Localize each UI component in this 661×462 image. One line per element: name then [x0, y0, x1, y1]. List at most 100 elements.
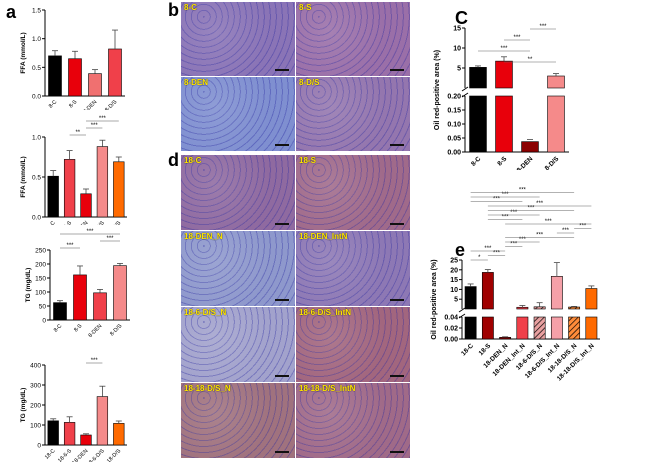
svg-text:18-DEN: 18-DEN [71, 220, 89, 225]
micrograph-label: 18-C [184, 156, 202, 165]
svg-text:***: *** [562, 228, 570, 234]
micrograph-tile: 18-C [181, 155, 295, 230]
scale-bar [275, 375, 289, 377]
svg-text:0.0: 0.0 [32, 94, 41, 101]
svg-text:0.10: 0.10 [447, 122, 461, 129]
svg-text:8-C: 8-C [53, 323, 64, 334]
scale-bar [275, 451, 289, 453]
svg-text:10: 10 [450, 287, 458, 294]
svg-text:FFA (mmol/L): FFA (mmol/L) [20, 156, 27, 197]
svg-text:50: 50 [39, 304, 47, 311]
svg-text:8-DEN: 8-DEN [87, 323, 103, 338]
svg-text:8-S: 8-S [68, 99, 79, 110]
svg-text:8-D/S: 8-D/S [104, 99, 118, 110]
micrograph-label: 18-S [299, 156, 316, 165]
micrograph-label: 8-S [299, 3, 312, 12]
micrograph-tile: 8-D/S [296, 77, 410, 151]
micrograph-tile: 8-DEN [181, 77, 295, 151]
svg-text:***: *** [106, 236, 114, 242]
micrograph-label: 18-18-D/S_N [184, 384, 231, 393]
chart-oil-red-18wk: 5 10 15 20 25 0.00 0.02 0.04 Oil red-positive ar… [431, 188, 600, 382]
svg-text:TG (mg/dL): TG (mg/dL) [25, 268, 32, 303]
svg-text:5: 5 [454, 297, 458, 304]
svg-text:TG (mg/dL): TG (mg/dL) [20, 388, 27, 423]
svg-text:***: *** [493, 251, 501, 257]
svg-text:***: *** [99, 116, 107, 122]
micrograph-tile: 8-C [181, 2, 295, 76]
svg-text:8-DEN: 8-DEN [82, 99, 98, 110]
micrograph-label: 8-C [184, 3, 197, 12]
svg-text:18-C: 18-C [44, 220, 57, 225]
svg-text:18-S: 18-S [478, 342, 493, 357]
svg-text:0.0: 0.0 [32, 215, 41, 222]
micrograph-label: 8-DEN [184, 78, 209, 87]
scale-bar [390, 299, 404, 301]
svg-text:Oil red-positive area (%): Oil red-positive area (%) [434, 50, 441, 130]
svg-text:100: 100 [30, 423, 41, 430]
svg-text:***: *** [91, 123, 99, 129]
scale-bar [390, 69, 404, 71]
micrograph-label: 18-6-D/S_N [184, 308, 227, 317]
svg-text:1.0: 1.0 [32, 135, 41, 142]
svg-text:18-C: 18-C [460, 342, 475, 357]
svg-text:***: *** [539, 24, 547, 30]
svg-text:**: ** [528, 57, 533, 63]
svg-text:8-S: 8-S [73, 323, 84, 334]
svg-text:18-6-S: 18-6-S [57, 220, 73, 225]
svg-text:8-D/S: 8-D/S [544, 155, 561, 170]
svg-text:***: *** [493, 197, 501, 203]
svg-text:20: 20 [450, 267, 458, 274]
scale-bar [275, 144, 289, 146]
svg-text:***: *** [579, 224, 587, 230]
panel-letter-e: e [455, 240, 466, 260]
svg-text:1.5: 1.5 [32, 8, 41, 15]
chart-ffa-8wk: 0.0 0.5 1.0 1.5 FFA (mmol/L) 8-C 8-S 8-DEN 8-D/S [20, 8, 125, 110]
svg-text:***: *** [502, 192, 510, 198]
svg-text:0.5: 0.5 [32, 65, 41, 72]
svg-text:0.5: 0.5 [32, 175, 41, 182]
micrograph-tile: 18-S [296, 155, 410, 230]
svg-text:8-C: 8-C [470, 155, 483, 168]
svg-text:18-C: 18-C [44, 448, 57, 461]
micrograph-tile: 18-6-D/S_IntN [296, 307, 410, 382]
scale-bar [390, 144, 404, 146]
svg-text:***: *** [519, 188, 527, 194]
svg-text:10: 10 [453, 46, 461, 53]
panel-letter-d: d [168, 150, 179, 170]
svg-text:***: *** [513, 35, 521, 41]
micrograph-tile: 18-18-D/S_IntN [296, 383, 410, 458]
svg-text:25: 25 [450, 258, 458, 265]
svg-text:***: *** [86, 229, 94, 235]
svg-text:400: 400 [30, 363, 41, 370]
micrograph-tile: 18-DEN_IntN [296, 231, 410, 306]
micrograph-label: 8-D/S [299, 78, 320, 87]
micrograph-tile: 18-18-D/S_N [181, 383, 295, 458]
micrograph-tile: 18-DEN_N [181, 231, 295, 306]
svg-text:0.04: 0.04 [444, 315, 458, 322]
micrograph-label: 18-DEN_N [184, 232, 223, 241]
scale-bar [390, 375, 404, 377]
svg-text:100: 100 [35, 290, 46, 297]
micrograph-label: 18-18-D/S_IntN [299, 384, 356, 393]
svg-text:***: *** [510, 210, 518, 216]
svg-text:0: 0 [42, 318, 46, 325]
scale-bar [390, 223, 404, 225]
svg-text:0.02: 0.02 [444, 326, 458, 333]
svg-text:0.00: 0.00 [444, 337, 458, 344]
svg-text:8-C: 8-C [48, 99, 59, 110]
svg-text:Oil red-positive area (%): Oil red-positive area (%) [431, 259, 438, 339]
svg-text:0.05: 0.05 [447, 136, 461, 143]
svg-text:200: 200 [30, 403, 41, 410]
scale-bar [275, 223, 289, 225]
svg-text:0: 0 [37, 443, 41, 450]
svg-text:***: *** [536, 233, 544, 239]
svg-text:***: *** [66, 243, 74, 249]
svg-text:18-18-D/S: 18-18-D/S [100, 448, 122, 462]
svg-text:15: 15 [450, 277, 458, 284]
scale-bar [275, 299, 289, 301]
panel-letter-c: C [455, 8, 468, 28]
svg-text:***: *** [502, 215, 510, 221]
svg-text:15: 15 [453, 26, 461, 33]
svg-text:1.0: 1.0 [32, 36, 41, 43]
